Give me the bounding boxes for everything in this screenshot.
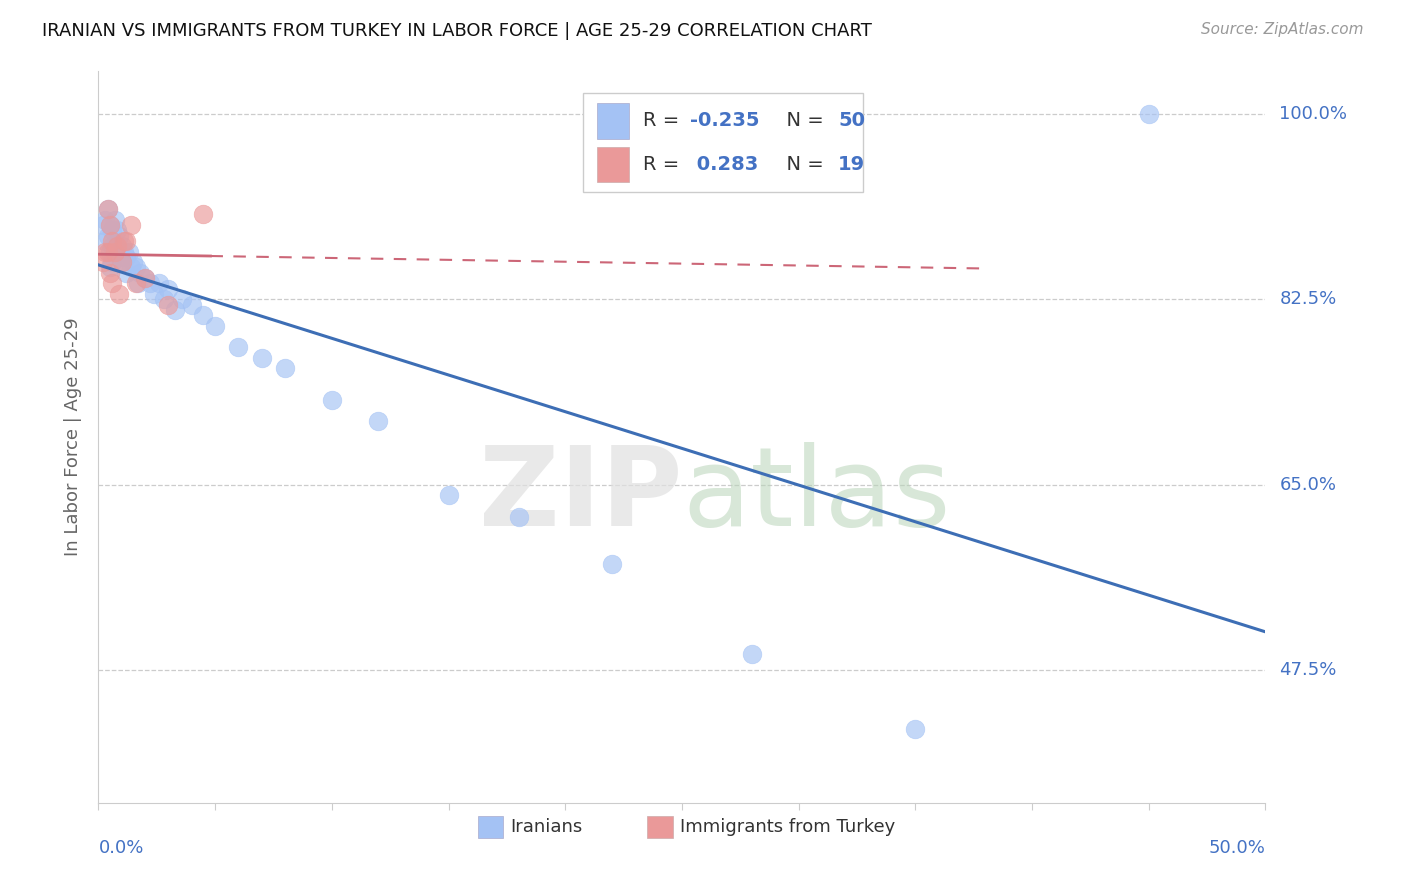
Point xyxy=(115,234,138,248)
Point xyxy=(111,239,134,253)
Point xyxy=(101,277,124,291)
Text: R =: R = xyxy=(644,155,686,174)
Point xyxy=(165,302,187,317)
Point xyxy=(98,218,121,232)
Point xyxy=(97,228,120,243)
Point xyxy=(111,255,134,269)
Point xyxy=(122,255,145,269)
Point xyxy=(108,287,131,301)
Point xyxy=(148,277,170,291)
Point xyxy=(250,351,273,365)
Point xyxy=(112,244,135,259)
Point xyxy=(741,648,763,662)
Text: N =: N = xyxy=(775,155,830,174)
Point xyxy=(94,212,117,227)
Point xyxy=(104,212,127,227)
Point xyxy=(118,244,141,259)
Point xyxy=(120,260,142,275)
Point xyxy=(101,223,124,237)
Point xyxy=(600,558,623,572)
Point xyxy=(367,414,389,428)
Point xyxy=(111,255,134,269)
Point xyxy=(228,340,250,354)
Point xyxy=(143,287,166,301)
Text: R =: R = xyxy=(644,112,686,130)
Text: 82.5%: 82.5% xyxy=(1279,290,1337,309)
Text: Immigrants from Turkey: Immigrants from Turkey xyxy=(679,818,894,836)
Point xyxy=(98,244,121,259)
Point xyxy=(105,239,128,253)
Point xyxy=(172,293,194,307)
Point xyxy=(101,234,124,248)
Text: 65.0%: 65.0% xyxy=(1279,475,1336,494)
Point xyxy=(157,282,180,296)
Bar xyxy=(596,103,630,138)
Point xyxy=(508,509,530,524)
Point xyxy=(112,234,135,248)
Point xyxy=(180,297,202,311)
Bar xyxy=(596,147,630,182)
Point xyxy=(120,218,142,232)
Point xyxy=(97,244,120,259)
Point xyxy=(91,218,114,232)
Point xyxy=(115,266,138,280)
Text: 100.0%: 100.0% xyxy=(1279,104,1347,123)
Point xyxy=(139,277,162,291)
Point xyxy=(104,244,127,259)
FancyBboxPatch shape xyxy=(582,94,863,192)
Point xyxy=(904,722,927,736)
Bar xyxy=(647,816,672,838)
Point xyxy=(94,234,117,248)
Point xyxy=(193,308,215,322)
Point xyxy=(104,239,127,253)
Point xyxy=(105,244,128,259)
Point xyxy=(108,250,131,264)
Point xyxy=(125,260,148,275)
Point xyxy=(157,297,180,311)
Point xyxy=(105,223,128,237)
Point xyxy=(127,277,149,291)
Text: 47.5%: 47.5% xyxy=(1279,661,1337,680)
Text: -0.235: -0.235 xyxy=(690,112,759,130)
Y-axis label: In Labor Force | Age 25-29: In Labor Force | Age 25-29 xyxy=(65,318,83,557)
Point xyxy=(91,255,114,269)
Text: ZIP: ZIP xyxy=(478,442,682,549)
Text: Iranians: Iranians xyxy=(510,818,582,836)
Point xyxy=(97,202,120,216)
Text: N =: N = xyxy=(775,112,830,130)
Point xyxy=(94,244,117,259)
Point xyxy=(134,271,156,285)
Point xyxy=(321,392,343,407)
Point xyxy=(134,271,156,285)
Point xyxy=(108,228,131,243)
Bar xyxy=(478,816,503,838)
Text: 50: 50 xyxy=(838,112,865,130)
Text: atlas: atlas xyxy=(682,442,950,549)
Point xyxy=(98,260,121,275)
Point xyxy=(274,361,297,376)
Text: 0.283: 0.283 xyxy=(690,155,758,174)
Point xyxy=(101,239,124,253)
Point xyxy=(437,488,460,502)
Point xyxy=(98,218,121,232)
Point xyxy=(152,293,174,307)
Point xyxy=(97,202,120,216)
Point xyxy=(129,266,152,280)
Point xyxy=(125,277,148,291)
Text: 19: 19 xyxy=(838,155,866,174)
Point xyxy=(204,318,226,333)
Point xyxy=(193,207,215,221)
Point xyxy=(1137,107,1160,121)
Text: 0.0%: 0.0% xyxy=(98,839,143,857)
Text: Source: ZipAtlas.com: Source: ZipAtlas.com xyxy=(1201,22,1364,37)
Point xyxy=(101,255,124,269)
Point xyxy=(98,266,121,280)
Text: 50.0%: 50.0% xyxy=(1209,839,1265,857)
Text: IRANIAN VS IMMIGRANTS FROM TURKEY IN LABOR FORCE | AGE 25-29 CORRELATION CHART: IRANIAN VS IMMIGRANTS FROM TURKEY IN LAB… xyxy=(42,22,872,40)
Point xyxy=(115,250,138,264)
